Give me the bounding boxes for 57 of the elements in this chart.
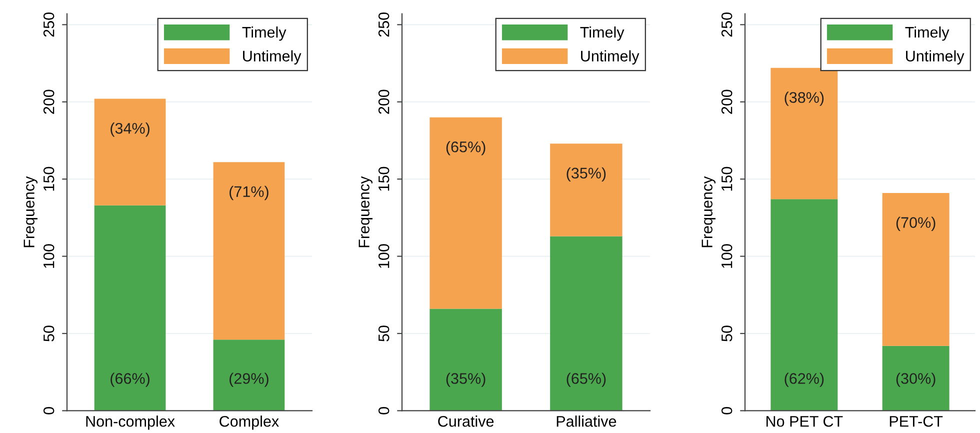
y-tick-label: 0 xyxy=(43,407,54,414)
legend-label: Untimely xyxy=(243,50,302,64)
y-axis-title: Frequency xyxy=(702,176,716,248)
y-tick-label: 100 xyxy=(721,244,732,268)
y-tick-label: 50 xyxy=(378,326,390,342)
annotation: (62%) xyxy=(784,372,824,387)
y-tick-label: 100 xyxy=(378,244,390,268)
annotation: (65%) xyxy=(446,141,486,156)
y-axis-title: Frequency xyxy=(358,176,372,248)
bar xyxy=(430,308,502,411)
annotation: (34%) xyxy=(110,122,150,137)
bar xyxy=(770,199,838,411)
annotation: (71%) xyxy=(230,186,268,200)
bar xyxy=(213,162,285,340)
annotation: (66%) xyxy=(110,372,150,387)
x-tick-label: Curative xyxy=(438,416,494,427)
legend-label: Timely xyxy=(905,26,950,41)
y-tick-label: 200 xyxy=(721,90,732,114)
y-tick-label: 150 xyxy=(43,166,54,191)
annotation: (30%) xyxy=(896,372,936,387)
bar xyxy=(882,192,950,346)
annotation: (70%) xyxy=(896,216,936,231)
legend-label: Timely xyxy=(242,26,286,41)
y-tick-label: 250 xyxy=(721,12,732,37)
x-tick-label: No PET CT xyxy=(766,416,843,427)
y-tick-label: 250 xyxy=(378,12,390,37)
y-tick-label: 0 xyxy=(721,407,732,414)
bar xyxy=(770,68,838,200)
bar xyxy=(213,340,285,411)
annotation: (38%) xyxy=(784,92,824,106)
y-tick-label: 150 xyxy=(378,166,390,191)
x-tick-label: Non-complex xyxy=(86,416,175,430)
bar xyxy=(430,117,502,309)
annotation: (29%) xyxy=(230,372,268,387)
y-tick-label: 0 xyxy=(378,407,390,414)
bar xyxy=(94,98,166,206)
legend-label: Timely xyxy=(580,26,624,41)
annotation: (35%) xyxy=(446,372,486,387)
y-tick-label: 250 xyxy=(43,12,54,37)
annotation: (65%) xyxy=(566,372,606,387)
y-tick-label: 100 xyxy=(43,244,54,268)
bar xyxy=(550,144,622,236)
legend-label: Untimely xyxy=(581,50,640,64)
x-tick-label: Palliative xyxy=(556,416,616,427)
annotation: (35%) xyxy=(566,167,606,182)
x-tick-label: Complex xyxy=(220,416,279,430)
bar xyxy=(550,236,622,411)
y-tick-label: 150 xyxy=(721,166,732,191)
x-tick-label: PET-CT xyxy=(890,416,943,427)
y-tick-label: 50 xyxy=(43,326,54,342)
legend-label: Untimely xyxy=(906,50,964,64)
y-tick-label: 200 xyxy=(43,90,54,114)
bar xyxy=(882,346,950,411)
y-tick-label: 200 xyxy=(378,90,390,114)
bar xyxy=(94,205,166,411)
y-tick-label: 50 xyxy=(721,326,732,342)
y-axis-title: Frequency xyxy=(24,176,38,248)
